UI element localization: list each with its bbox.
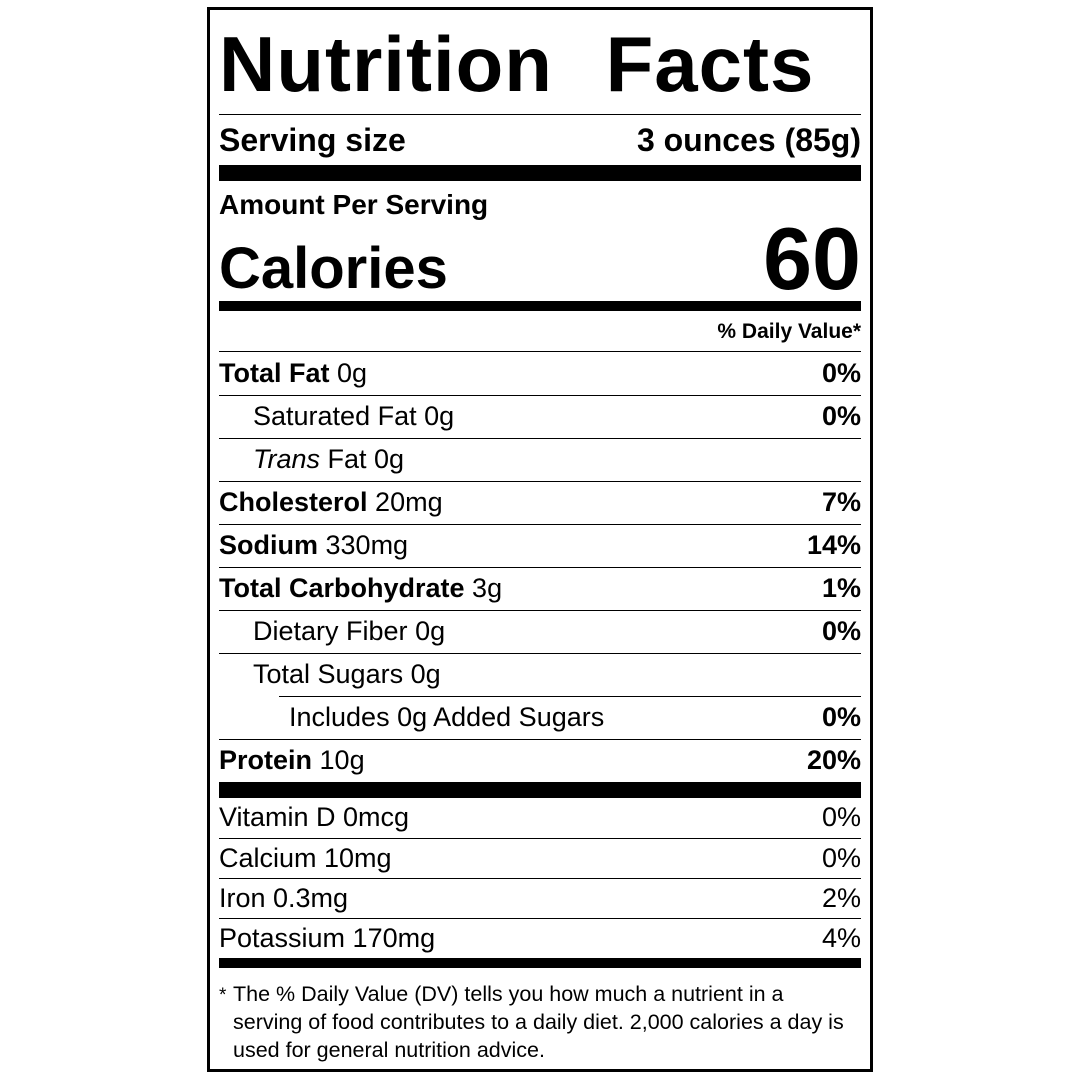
micronutrient-row-iron: Iron 0.3mg 2%	[219, 877, 861, 918]
serving-size-value: 3 ounces (85g)	[636, 121, 861, 158]
nutrient-name-amount: Sodium 330mg	[219, 530, 408, 561]
nutrient-dv: 14%	[806, 530, 861, 561]
nutrient-name: Cholesterol	[219, 487, 368, 518]
micronutrient-dv: 2%	[821, 882, 861, 913]
label-title: Nutrition Facts	[219, 10, 861, 115]
micronutrient-name: Calcium 10mg	[219, 842, 392, 873]
footnote-asterisk: *	[219, 984, 227, 1006]
separator-bar-thick	[219, 781, 861, 798]
nutrient-name: Saturated Fat	[253, 401, 417, 432]
nutrient-amount: 10g	[319, 745, 365, 776]
micronutrient-row-vitamin-d: Vitamin D 0mcg 0%	[219, 798, 861, 838]
nutrient-name-amount: Total Fat 0g	[219, 358, 367, 389]
footnote: * The % Daily Value (DV) tells you how m…	[219, 968, 861, 1064]
nutrient-dv: 0%	[821, 401, 861, 432]
nutrient-amount: 0g	[424, 401, 455, 432]
nutrient-amount: Fat 0g	[327, 444, 405, 475]
separator-bar-thick	[219, 165, 861, 181]
nutrient-name-amount: Protein 10g	[219, 745, 365, 776]
nutrient-name: Total Fat	[219, 357, 330, 388]
nutrient-dv: 1%	[821, 573, 861, 604]
micronutrient-row-potassium: Potassium 170mg 4%	[219, 917, 861, 958]
nutrient-dv: 0%	[821, 701, 861, 732]
separator-bar-medium	[219, 300, 861, 311]
daily-value-header: % Daily Value*	[219, 311, 861, 352]
nutrient-row-sodium: Sodium 330mg 14%	[219, 523, 861, 567]
nutrient-amount: 3g	[472, 573, 503, 604]
nutrient-amount: 20mg	[375, 487, 443, 518]
nutrient-row-total-fat: Total Fat 0g 0%	[219, 352, 861, 395]
nutrient-name-amount: Total Sugars 0g	[219, 659, 441, 690]
micronutrient-name: Iron 0.3mg	[219, 882, 349, 913]
nutrient-name: Sodium	[219, 530, 318, 561]
calories-label: Calories	[219, 235, 448, 301]
nutrient-row-cholesterol: Cholesterol 20mg 7%	[219, 480, 861, 524]
serving-size-row: Serving size 3 ounces (85g)	[219, 115, 861, 165]
nutrient-name-amount: Total Carbohydrate 3g	[219, 573, 502, 604]
nutrient-name-amount: Dietary Fiber 0g	[219, 616, 445, 647]
separator-bar-medium	[219, 957, 861, 968]
nutrient-dv: 0%	[821, 616, 861, 647]
nutrient-dv: 0%	[821, 357, 861, 388]
footnote-text: The % Daily Value (DV) tells you how muc…	[233, 981, 844, 1062]
nutrient-name-amount: Cholesterol 20mg	[219, 487, 443, 518]
serving-size-label: Serving size	[219, 121, 406, 158]
micronutrient-name: Vitamin D 0mcg	[219, 802, 410, 833]
nutrient-row-dietary-fiber: Dietary Fiber 0g 0%	[219, 609, 861, 653]
nutrient-dv: 20%	[806, 745, 861, 776]
nutrient-name-amount: Saturated Fat 0g	[219, 401, 454, 432]
nutrient-amount: 0g	[337, 357, 368, 388]
nutrient-dv: 7%	[821, 487, 861, 518]
nutrient-amount: 0g	[410, 659, 441, 690]
amount-per-serving-label: Amount Per Serving	[219, 189, 489, 220]
micronutrient-dv: 0%	[821, 842, 861, 873]
micronutrient-name: Potassium 170mg	[219, 922, 436, 953]
nutrient-row-protein: Protein 10g 20%	[219, 738, 861, 782]
nutrient-amount: 330mg	[325, 530, 409, 561]
calories-row: Calories 60	[219, 208, 861, 308]
nutrient-name: Includes 0g Added Sugars	[289, 701, 605, 732]
nutrient-name-amount: Includes 0g Added Sugars	[219, 702, 604, 733]
nutrient-name-amount: Trans Fat 0g	[219, 444, 404, 475]
micronutrient-dv: 0%	[821, 802, 861, 833]
nutrient-row-trans-fat: Trans Fat 0g	[219, 437, 861, 481]
nutrient-row-total-sugars: Total Sugars 0g	[219, 652, 861, 696]
calories-value: 60	[763, 208, 861, 308]
micronutrient-dv: 4%	[821, 922, 861, 953]
nutrient-name: Total Carbohydrate	[219, 573, 465, 604]
nutrient-row-total-carbohydrate: Total Carbohydrate 3g 1%	[219, 566, 861, 610]
micronutrient-row-calcium: Calcium 10mg 0%	[219, 837, 861, 878]
nutrient-name: Total Sugars	[253, 659, 404, 690]
nutrition-facts-label: Nutrition Facts Serving size 3 ounces (8…	[207, 7, 873, 1072]
nutrient-amount: 0g	[415, 616, 446, 647]
nutrient-row-added-sugars: Includes 0g Added Sugars 0%	[219, 695, 861, 739]
nutrient-row-saturated-fat: Saturated Fat 0g 0%	[219, 394, 861, 438]
nutrient-name: Trans	[253, 444, 321, 475]
nutrient-name: Protein	[219, 745, 313, 776]
nutrient-name: Dietary Fiber	[253, 616, 408, 647]
